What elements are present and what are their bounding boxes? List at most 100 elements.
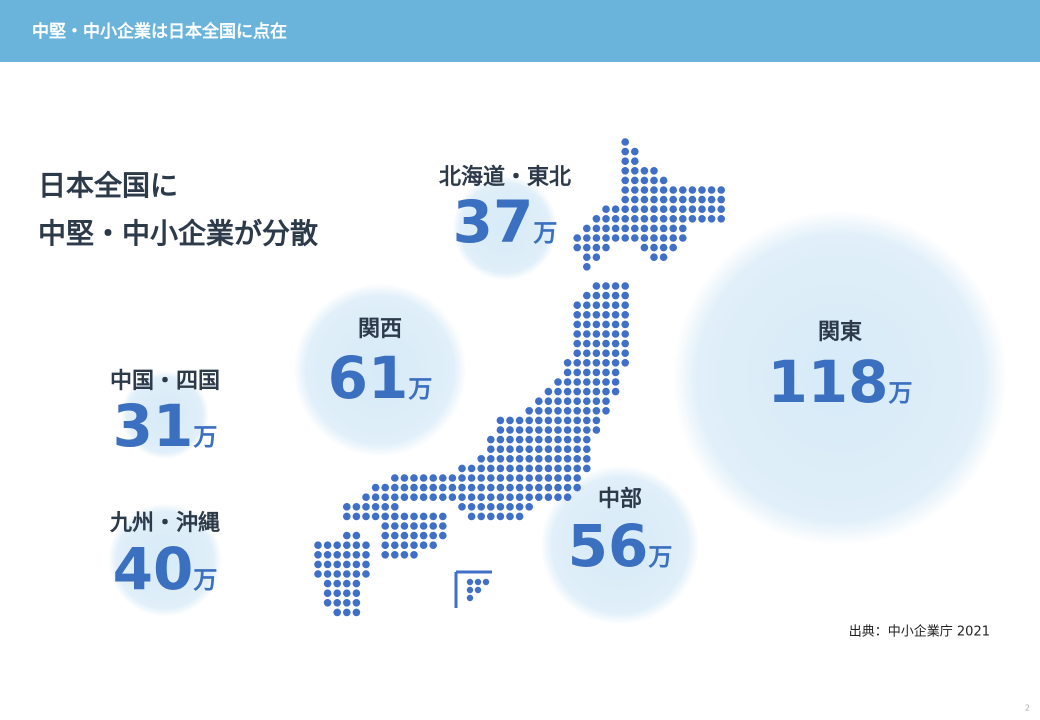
map-dot [352,570,361,578]
map-dot [621,320,629,329]
map-dot [602,339,610,348]
map-dot [333,599,342,607]
map-dot [554,435,562,444]
map-dot [583,426,591,434]
map-dot [669,215,677,223]
map-dot [631,234,639,242]
map-dot [631,195,639,204]
map-dot [391,531,399,540]
map-dot [381,522,390,530]
map-dot [602,368,610,377]
map-dot [621,330,629,338]
region-labels: 北海道・東北37万関西61万関東118万中国・四国31万九州・沖縄40万中部56… [109,164,913,603]
map-dot [554,474,562,482]
map-dot [515,464,524,473]
map-dot [466,594,474,602]
map-dot [631,167,639,175]
map-dot [631,224,639,233]
map-dot [621,205,629,213]
map-dot [592,215,601,223]
map-dot [352,599,361,607]
map-dot [343,551,351,559]
map-dot [515,445,524,454]
map-dot [314,560,322,569]
map-dot [496,474,505,482]
map-dot [535,493,543,502]
map-dot [621,282,629,290]
map-dot [563,378,572,386]
map-dot [631,186,639,194]
map-dot [573,464,581,473]
map-dot [391,503,399,511]
map-dot [535,407,543,415]
map-dot [515,455,524,463]
map-dot [400,551,409,559]
map-dot [525,445,533,454]
map-dot [602,330,610,338]
map-dot [621,157,629,165]
map-dot [410,551,418,559]
map-dot [400,483,409,492]
map-dot [554,483,562,492]
map-dot [439,512,447,521]
map-dot [602,407,610,415]
map-dot [466,586,474,594]
map-dot [535,483,543,492]
map-dot [458,474,466,482]
map-dot [611,282,620,290]
map-dot [371,493,380,502]
map-dot [573,320,581,329]
map-dot [544,483,553,492]
map-dot [698,195,706,204]
map-dot [717,205,725,213]
map-dot [650,234,658,242]
region-figure: 61万 [328,344,433,412]
map-dot [650,176,658,185]
map-dot [467,493,476,502]
map-dot [563,455,572,463]
map-dot [650,205,658,213]
map-dot [419,483,428,492]
map-dot [323,541,332,549]
map-dot [659,186,668,194]
map-dot [410,512,418,521]
map-dot [352,541,361,549]
map-dot [563,483,572,492]
map-dot [343,599,351,607]
map-dot [391,493,399,502]
map-dot [448,474,457,482]
map-dot [535,435,543,444]
map-dot [352,531,361,540]
map-dot [477,455,486,463]
map-dot [323,560,332,569]
map-dot [650,253,658,261]
map-dot [362,512,370,521]
map-dot [448,483,457,492]
map-dot [659,215,668,223]
map-dot [487,464,495,473]
map-dot [544,416,553,425]
map-dot [506,474,514,482]
map-dot [573,311,581,319]
map-dot [659,176,668,185]
map-dot [698,215,706,223]
map-dot [496,464,505,473]
map-dot [535,455,543,463]
map-dot [563,368,572,377]
map-dot [525,483,533,492]
map-dot [554,455,562,463]
map-dot [429,512,438,521]
map-dot [314,551,322,559]
map-dot [573,435,581,444]
map-dot [659,205,668,213]
region-figure: 118万 [767,348,912,416]
map-dot [525,503,533,511]
map-dot [496,455,505,463]
map-dot [467,464,476,473]
map-dot [592,416,601,425]
map-dot [611,205,620,213]
map-dot [679,195,687,204]
region-bubble [108,503,222,617]
map-dot [583,291,591,300]
map-dot [573,234,581,242]
